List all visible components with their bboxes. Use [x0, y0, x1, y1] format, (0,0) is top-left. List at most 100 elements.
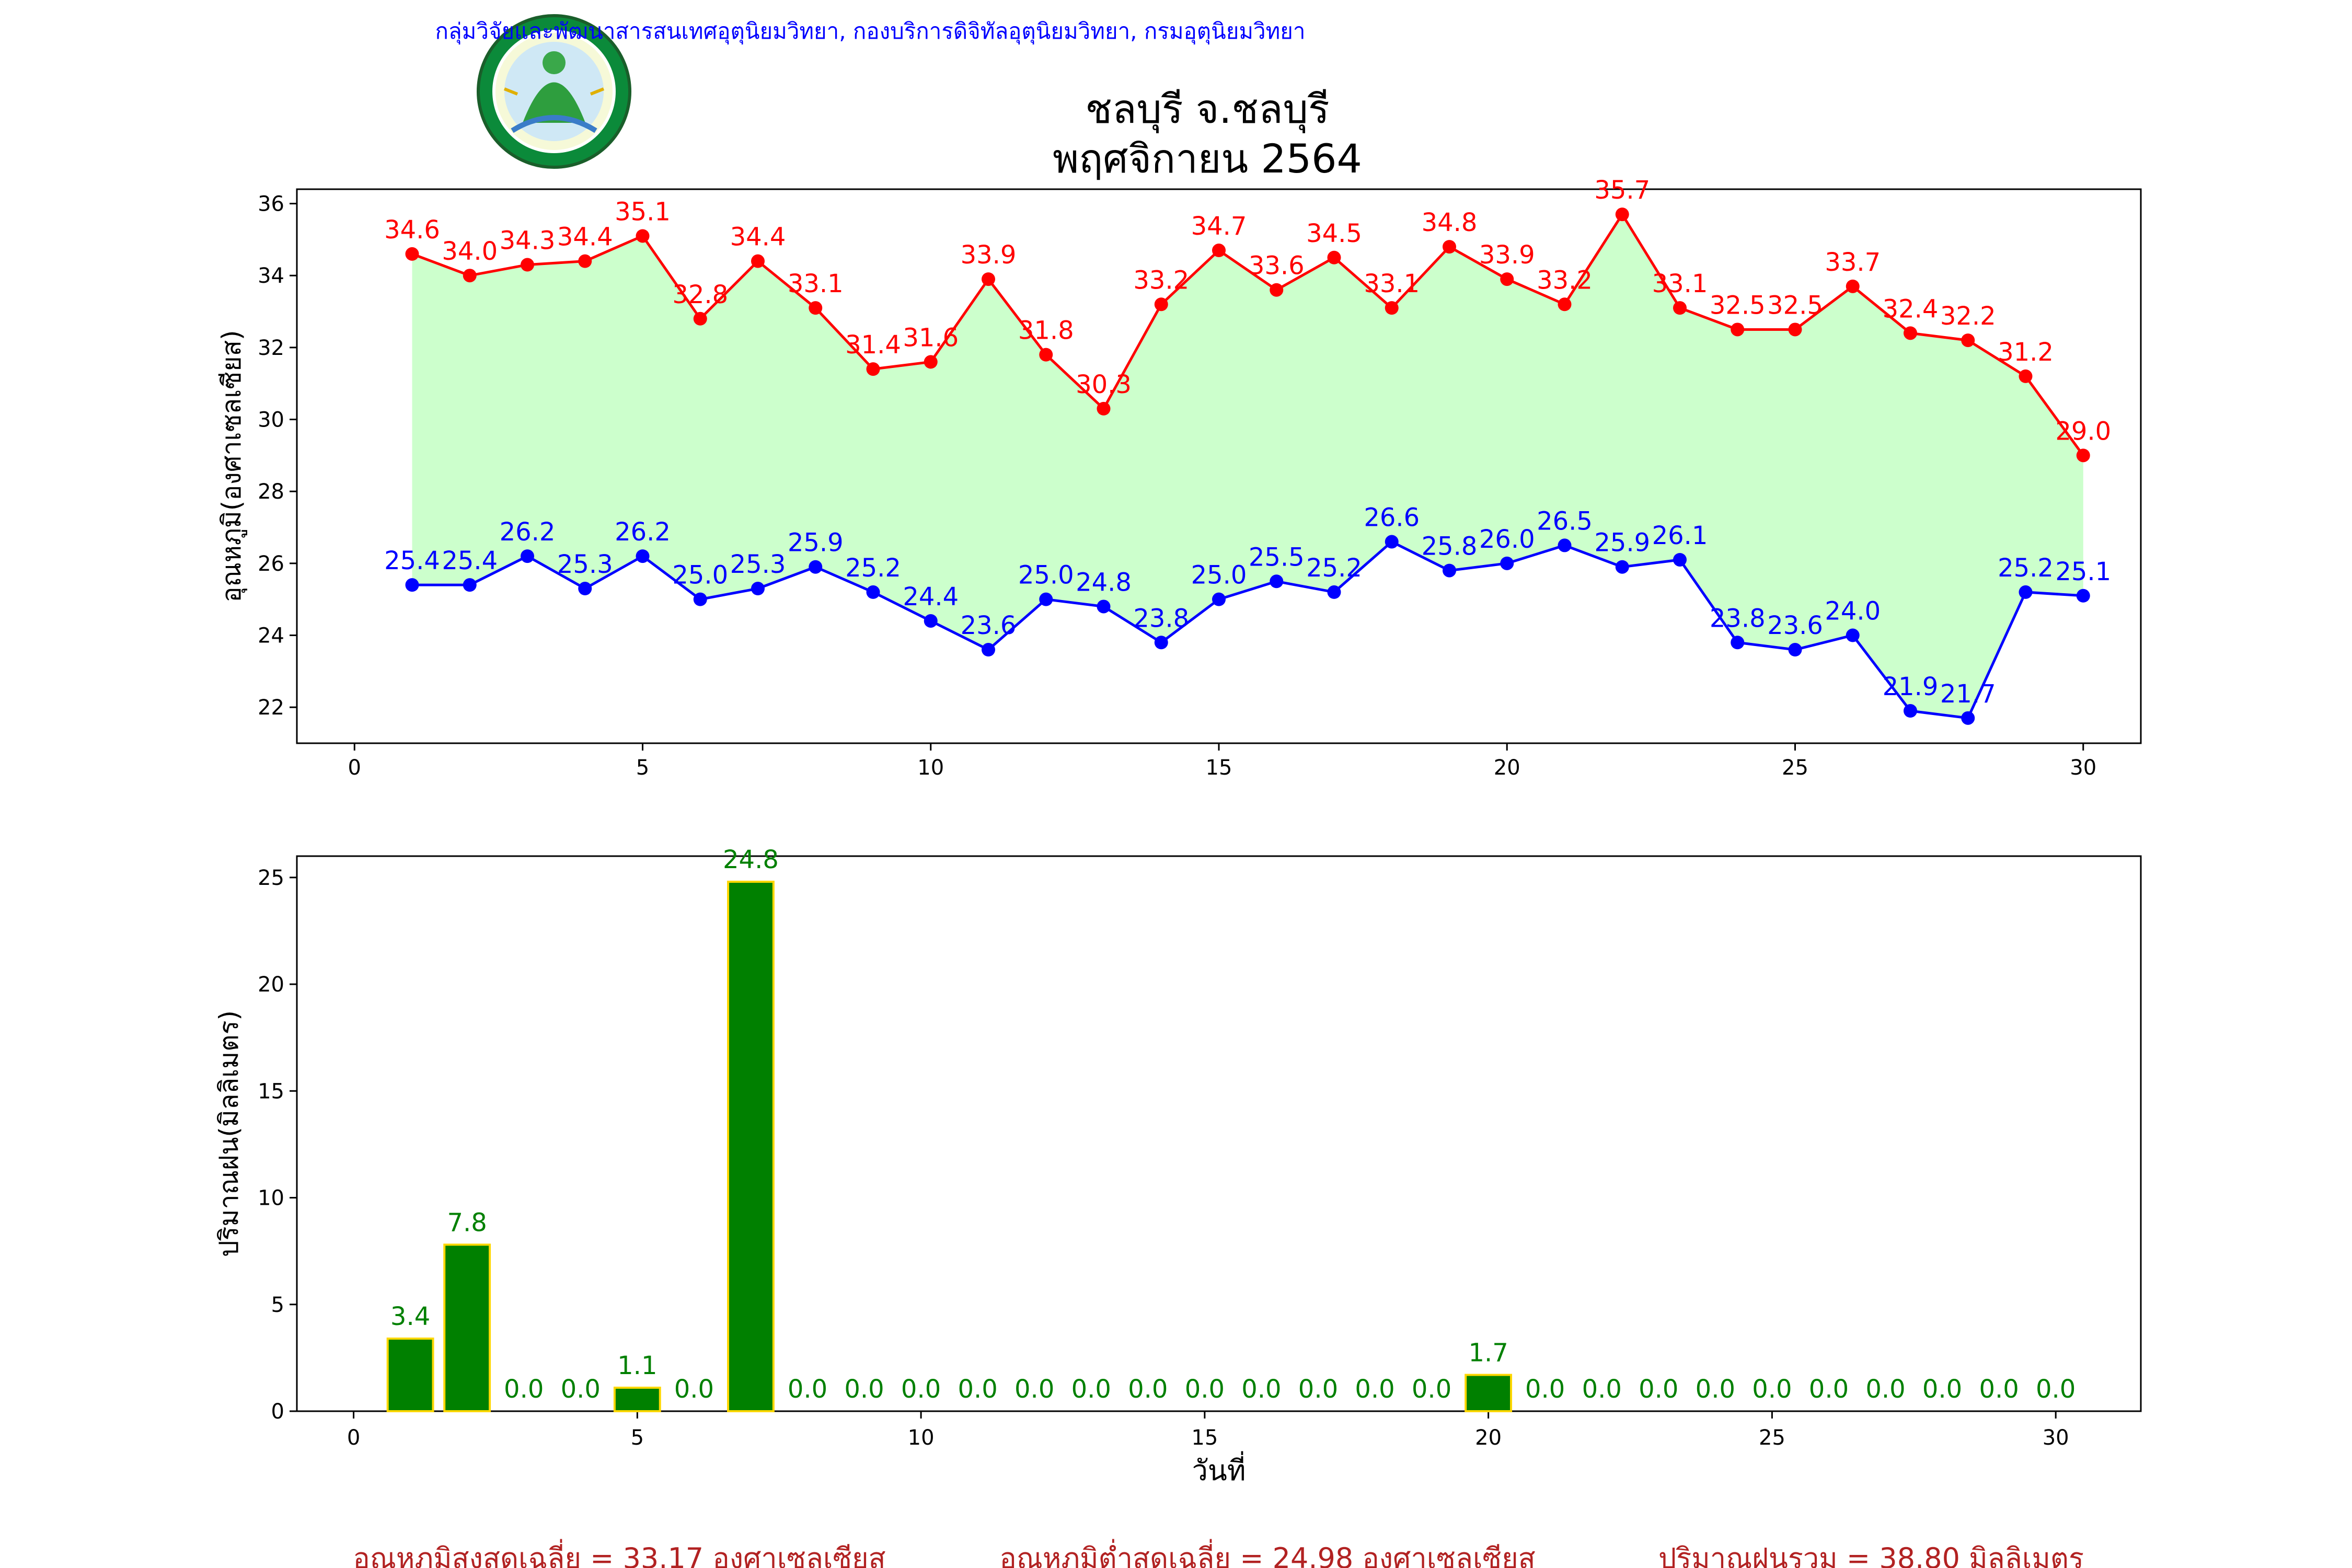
max-temperature-label: 31.8 [1018, 316, 1074, 345]
x-tick-label: 30 [2043, 1426, 2069, 1450]
rainfall-value-label: 0.0 [958, 1375, 997, 1404]
rainfall-bar [727, 881, 775, 1412]
max-temperature-point [1846, 279, 1860, 293]
rainfall-value-label: 0.0 [1185, 1375, 1225, 1404]
rainfall-value-label: 0.0 [1752, 1375, 1792, 1404]
max-temperature-point [521, 258, 534, 272]
rainfall-value-label: 0.0 [1128, 1375, 1168, 1404]
rainfall-bar [443, 1243, 491, 1412]
min-temperature-point [521, 549, 534, 563]
min-temperature-label: 25.2 [1306, 554, 1362, 583]
footer-avg-min: อุณหภูมิต่ำสุดเฉลี่ย = 24.98 องศาเซลเซีย… [999, 1539, 1535, 1568]
rainfall-value-label: 0.0 [1922, 1375, 1962, 1404]
max-temperature-label: 33.9 [1479, 240, 1535, 270]
rainfall-value-label: 0.0 [1979, 1375, 2019, 1404]
min-temperature-label: 25.5 [1249, 543, 1305, 572]
y-tick-label: 10 [258, 1186, 284, 1210]
x-tick-label: 0 [347, 1426, 360, 1450]
max-temperature-point [1212, 244, 1226, 258]
rainfall-bar [613, 1387, 661, 1413]
min-temperature-label: 26.2 [615, 517, 671, 547]
x-tick-label: 10 [908, 1426, 935, 1450]
min-temperature-point [1500, 556, 1514, 570]
max-temperature-point [1154, 297, 1168, 312]
min-temperature-label: 25.9 [788, 528, 844, 558]
min-temperature-point [1039, 592, 1053, 606]
max-temperature-label: 32.5 [1710, 291, 1766, 320]
min-temperature-point [1846, 628, 1860, 642]
rainfall-value-label: 0.0 [2036, 1375, 2076, 1404]
rainfall-value-label: 0.0 [1582, 1375, 1622, 1404]
y-tick-label: 25 [258, 866, 284, 890]
max-temperature-label: 33.1 [1364, 269, 1420, 298]
max-temperature-point [1731, 322, 1745, 337]
min-temperature-label: 21.9 [1883, 672, 1939, 701]
max-temperature-label: 33.2 [1133, 266, 1189, 295]
min-temperature-point [1731, 636, 1745, 650]
max-temperature-label: 33.7 [1825, 248, 1881, 277]
min-temperature-point [1327, 585, 1341, 599]
rainfall-value-label: 7.8 [447, 1208, 487, 1237]
min-temperature-point [1961, 711, 1975, 725]
min-temperature-label: 25.9 [1594, 528, 1650, 558]
min-temperature-label: 25.1 [2055, 557, 2111, 586]
min-temperature-point [1558, 538, 1572, 552]
max-temperature-point [578, 254, 592, 268]
rainfall-value-label: 0.0 [1865, 1375, 1905, 1404]
y-tick-label: 36 [258, 192, 284, 216]
max-temperature-label: 34.5 [1306, 219, 1362, 248]
max-temperature-point [693, 312, 707, 326]
max-temperature-label: 33.1 [788, 269, 844, 298]
max-temperature-point [1788, 322, 1802, 337]
max-temperature-point [1904, 326, 1917, 340]
max-temperature-point [1385, 301, 1399, 315]
max-temperature-label: 32.8 [672, 280, 728, 309]
rainfall-value-label: 0.0 [1525, 1375, 1565, 1404]
temperature-range-fill [412, 214, 2083, 718]
max-temperature-point [1097, 401, 1111, 416]
min-temperature-label: 25.2 [1998, 554, 2054, 583]
min-temperature-label: 23.6 [961, 611, 1017, 640]
x-tick-label: 15 [1206, 756, 1232, 780]
rainfall-value-label: 24.8 [723, 845, 779, 874]
max-temperature-label: 31.2 [1998, 338, 2054, 367]
max-temperature-label: 34.4 [557, 223, 613, 252]
min-temperature-point [1097, 599, 1111, 614]
max-temperature-label: 34.0 [442, 237, 498, 266]
max-temperature-point [1443, 240, 1456, 254]
max-temperature-label: 34.8 [1422, 208, 1478, 237]
x-tick-label: 10 [917, 756, 944, 780]
min-temperature-point [1385, 535, 1399, 549]
min-temperature-label: 25.0 [672, 561, 728, 590]
max-temperature-label: 34.6 [384, 215, 440, 245]
rainfall-value-label: 0.0 [1639, 1375, 1678, 1404]
min-temperature-label: 26.5 [1537, 506, 1593, 536]
min-temperature-point [463, 578, 477, 592]
min-temperature-label: 24.0 [1825, 597, 1881, 626]
org-line: กลุ่มวิจัยและพัฒนาสารสนเทศอุตุนิยมวิทยา,… [435, 18, 1305, 45]
max-temperature-label: 32.2 [1940, 302, 1996, 331]
min-temperature-label: 23.6 [1767, 611, 1823, 640]
rainfall-value-label: 0.0 [1298, 1375, 1338, 1404]
min-temperature-point [1673, 552, 1687, 567]
min-temperature-label: 25.8 [1422, 532, 1478, 561]
min-temperature-point [751, 582, 765, 596]
rainfall-y-axis-label: ปริมาณฝน(มิลลิเมตร) [214, 1010, 244, 1257]
x-tick-label: 5 [636, 756, 649, 780]
temperature-y-axis-label: อุณหภูมิ(องศาเซลเซียส) [216, 330, 247, 602]
max-temperature-point [1558, 297, 1572, 312]
max-temperature-point [405, 247, 419, 261]
min-temperature-label: 25.0 [1018, 561, 1074, 590]
x-tick-label: 15 [1191, 1426, 1218, 1450]
max-temperature-point [1270, 283, 1284, 297]
y-tick-label: 26 [258, 552, 284, 576]
max-temperature-point [751, 254, 765, 268]
max-temperature-label: 32.4 [1883, 294, 1939, 324]
min-temperature-point [405, 578, 419, 592]
min-temperature-label: 23.8 [1133, 604, 1189, 633]
max-temperature-point [809, 301, 823, 315]
max-temperature-point [2019, 369, 2033, 383]
max-temperature-label: 34.4 [730, 223, 786, 252]
min-temperature-label: 24.4 [903, 582, 959, 612]
y-tick-label: 20 [258, 973, 284, 997]
